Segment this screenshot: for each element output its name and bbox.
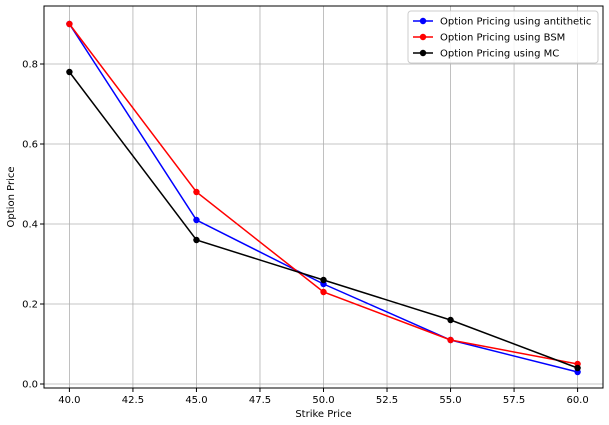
legend-label: Option Pricing using BSM bbox=[440, 33, 565, 44]
data-point bbox=[193, 188, 200, 196]
x-tick-label: 47.5 bbox=[249, 395, 271, 406]
y-tick-label: 0.6 bbox=[22, 140, 38, 151]
y-axis-label: Option Price bbox=[6, 167, 17, 228]
legend-marker bbox=[419, 17, 427, 25]
data-point bbox=[447, 316, 454, 324]
y-axis: 0.0 0.2 0.4 0.6 0.8 bbox=[22, 60, 44, 391]
x-tick-label: 40.0 bbox=[58, 395, 80, 406]
x-tick-label: 52.5 bbox=[376, 395, 398, 406]
legend-item: Option Pricing using antithetic bbox=[413, 17, 591, 28]
legend-marker bbox=[419, 33, 427, 41]
x-axis: 40.0 42.5 45.0 47.5 50.0 52.5 55.0 57.5 60.0 bbox=[58, 388, 589, 406]
y-tick-label: 0.2 bbox=[22, 300, 38, 311]
y-tick-label: 0.8 bbox=[22, 60, 38, 71]
grid bbox=[44, 6, 603, 388]
x-tick-label: 55.0 bbox=[439, 395, 461, 406]
data-point bbox=[193, 236, 200, 244]
data-point bbox=[320, 276, 327, 284]
legend-label: Option Pricing using antithetic bbox=[440, 17, 591, 28]
x-tick-label: 45.0 bbox=[185, 395, 207, 406]
data-point bbox=[193, 216, 200, 224]
x-tick-label: 42.5 bbox=[122, 395, 144, 406]
series-3 bbox=[66, 68, 581, 372]
data-point bbox=[66, 20, 73, 28]
y-tick-label: 0.0 bbox=[22, 380, 38, 391]
x-axis-label: Strike Price bbox=[295, 409, 351, 420]
data-point bbox=[574, 364, 581, 372]
x-tick-label: 60.0 bbox=[566, 395, 588, 406]
series-layer bbox=[66, 20, 581, 376]
legend-marker bbox=[419, 49, 427, 57]
legend-label: Option Pricing using MC bbox=[440, 49, 559, 60]
y-tick-label: 0.4 bbox=[22, 220, 38, 231]
series-2 bbox=[66, 20, 581, 368]
data-point bbox=[447, 336, 454, 344]
legend: Option Pricing using antithetic Option Pr… bbox=[407, 10, 599, 64]
legend-box bbox=[407, 10, 599, 64]
data-point bbox=[66, 68, 73, 76]
data-point bbox=[320, 288, 327, 296]
legend-item: Option Pricing using BSM bbox=[413, 33, 565, 44]
x-tick-label: 50.0 bbox=[312, 395, 334, 406]
x-tick-label: 57.5 bbox=[503, 395, 525, 406]
legend-item: Option Pricing using MC bbox=[413, 49, 559, 60]
